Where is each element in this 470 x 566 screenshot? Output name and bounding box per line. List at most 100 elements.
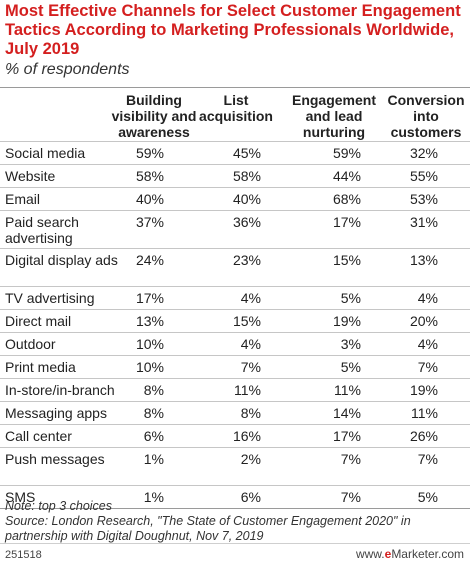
row-label: SMS (5, 489, 36, 505)
table-cell: 7% (340, 489, 361, 505)
table-row: Push messages 1% 2% 7% 7% (0, 447, 470, 485)
table-cell: 5% (340, 359, 361, 375)
table-cell: 5% (417, 489, 438, 505)
table-cell: 3% (340, 336, 361, 352)
table-cell: 37% (135, 214, 164, 230)
logo-prefix: www. (355, 547, 385, 561)
logo-e: e (384, 547, 392, 561)
row-label: Print media (5, 359, 76, 375)
row-label: Digital display ads (5, 252, 118, 268)
table-cell: 31% (409, 214, 438, 230)
chart-source: Source: London Research, "The State of C… (5, 514, 411, 543)
table-cell: 8% (143, 382, 164, 398)
table-row: In-store/in-branch 8% 11% 11% 19% (0, 378, 470, 401)
table-row: Messaging apps 8% 8% 14% 11% (0, 401, 470, 424)
table-cell: 1% (143, 489, 164, 505)
chart-title: Most Effective Channels for Select Custo… (5, 2, 461, 58)
table-cell: 40% (135, 191, 164, 207)
table-cell: 59% (332, 145, 361, 161)
row-label: In-store/in-branch (5, 382, 115, 398)
table-cell: 5% (340, 290, 361, 306)
emarketer-logo[interactable]: www.eMarketer.com (356, 547, 464, 561)
table-row: Direct mail 13% 15% 19% 20% (0, 309, 470, 332)
row-label: Outdoor (5, 336, 56, 352)
row-label: TV advertising (5, 290, 95, 306)
table-row: Digital display ads 24% 23% 15% 13% (0, 248, 470, 286)
table-cell: 11% (411, 405, 438, 421)
table-cell: 2% (240, 451, 261, 467)
table-cell: 55% (409, 168, 438, 184)
table-cell: 32% (409, 145, 438, 161)
row-label: Paid search advertising (5, 214, 79, 246)
table-cell: 11% (234, 382, 261, 398)
table-row: SMS 1% 6% 7% 5% (0, 485, 470, 509)
table-cell: 15% (332, 252, 361, 268)
header-rule (0, 87, 470, 88)
chart-subtitle: % of respondents (5, 61, 130, 78)
table-body: Social media 59% 45% 59% 32% Website 58% 58% 44%… (0, 141, 470, 509)
table-cell: 17% (332, 428, 361, 444)
table-cell: 45% (232, 145, 261, 161)
table-row: Social media 59% 45% 59% 32% (0, 141, 470, 164)
table-cell: 11% (334, 382, 361, 398)
table-cell: 23% (232, 252, 261, 268)
row-label: Call center (5, 428, 72, 444)
table-cell: 4% (240, 336, 261, 352)
row-label: Email (5, 191, 41, 207)
table-cell: 4% (417, 336, 438, 352)
row-label: Messaging apps (5, 405, 107, 421)
chart-id: 251518 (5, 549, 42, 561)
row-label: Direct mail (5, 313, 72, 329)
table-cell: 17% (332, 214, 361, 230)
table-row: Call center 6% 16% 17% 26% (0, 424, 470, 447)
table-cell: 15% (232, 313, 261, 329)
table-row: Email 40% 40% 68% 53% (0, 187, 470, 210)
table-cell: 1% (143, 451, 164, 467)
table-cell: 19% (332, 313, 361, 329)
table-cell: 14% (332, 405, 361, 421)
table-cell: 7% (417, 359, 438, 375)
table-cell: 13% (135, 313, 164, 329)
table-row: Website 58% 58% 44% 55% (0, 164, 470, 187)
table-cell: 58% (232, 168, 261, 184)
row-label: Website (5, 168, 56, 184)
column-header-conversion: Conversion into customers (387, 92, 465, 140)
table-row: TV advertising 17% 4% 5% 4% (0, 286, 470, 309)
table-cell: 53% (409, 191, 438, 207)
table-row: Outdoor 10% 4% 3% 4% (0, 332, 470, 355)
table-cell: 13% (409, 252, 438, 268)
table-cell: 59% (135, 145, 164, 161)
chart-notes: Note: top 3 choices Source: London Resea… (5, 499, 467, 544)
table-row: Paid search advertising 37% 36% 17% 31% (0, 210, 470, 248)
column-header-visibility: Building visibility and awareness (111, 92, 197, 140)
row-label: Push messages (5, 451, 105, 467)
table-cell: 8% (240, 405, 261, 421)
table-cell: 17% (135, 290, 164, 306)
table-cell: 8% (143, 405, 164, 421)
table-cell: 7% (417, 451, 438, 467)
table-cell: 6% (143, 428, 164, 444)
footer-rule (0, 543, 470, 544)
table-cell: 44% (332, 168, 361, 184)
table-cell: 7% (240, 359, 261, 375)
table-cell: 4% (240, 290, 261, 306)
table-cell: 68% (332, 191, 361, 207)
column-header-engagement: Engagement and lead nurturing (291, 92, 376, 140)
table-cell: 19% (409, 382, 438, 398)
table-cell: 36% (232, 214, 261, 230)
table-row: Print media 10% 7% 5% 7% (0, 355, 470, 378)
table-cell: 4% (417, 290, 438, 306)
table-cell: 10% (135, 336, 164, 352)
table-cell: 26% (409, 428, 438, 444)
table-cell: 20% (409, 313, 438, 329)
table-cell: 6% (240, 489, 261, 505)
table-cell: 16% (232, 428, 261, 444)
table-cell: 7% (340, 451, 361, 467)
row-label: Social media (5, 145, 86, 161)
chart-note: Note: top 3 choices (5, 499, 113, 513)
column-header-list-acquisition: List acquisition (199, 92, 273, 124)
table-cell: 40% (232, 191, 261, 207)
logo-suffix: Marketer.com (391, 547, 464, 561)
table-cell: 10% (135, 359, 164, 375)
table-cell: 58% (135, 168, 164, 184)
